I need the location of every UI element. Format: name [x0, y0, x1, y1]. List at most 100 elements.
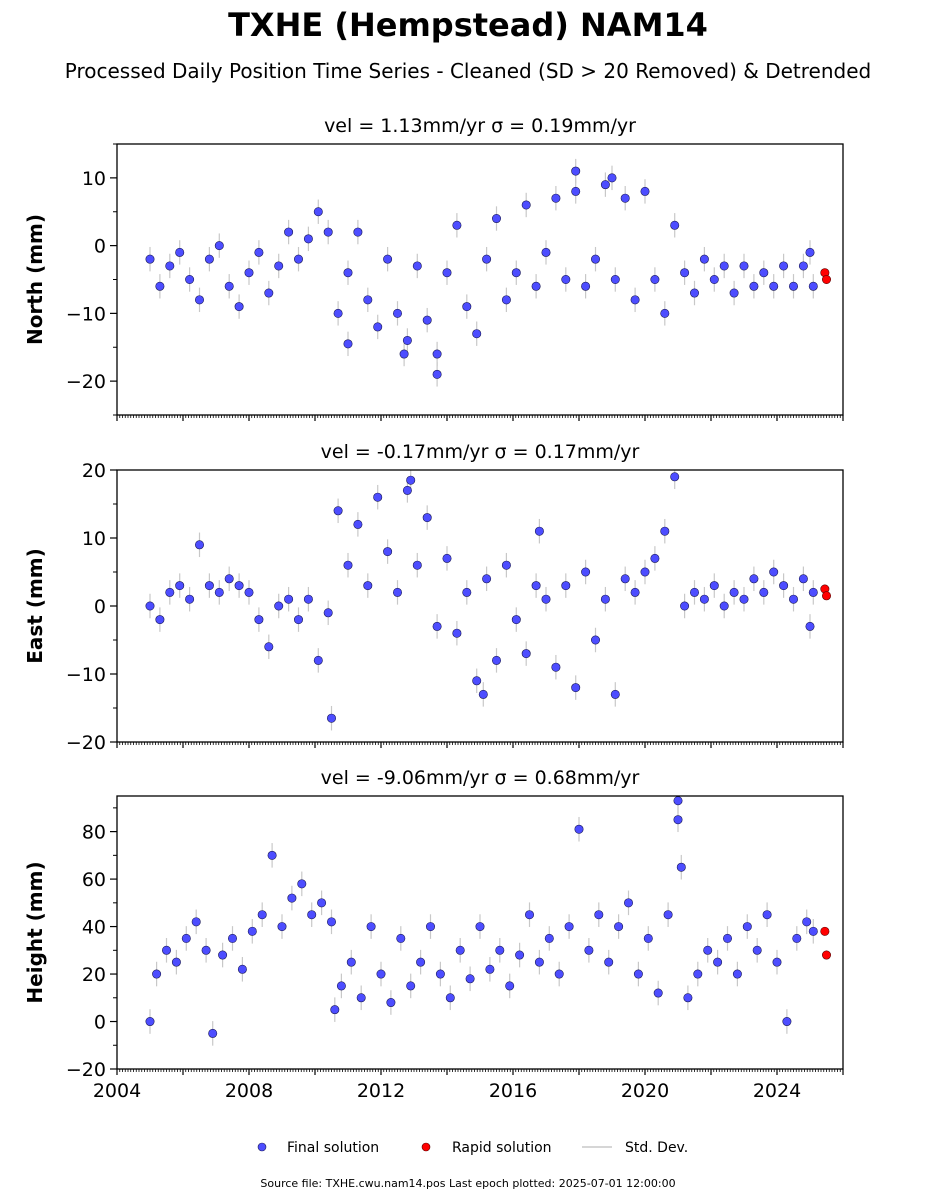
final-point: [396, 933, 406, 943]
y-tick-label: −20: [66, 1059, 106, 1081]
final-point: [392, 587, 402, 597]
final-point: [729, 288, 739, 298]
final-point: [234, 581, 244, 591]
final-point: [416, 957, 426, 967]
final-point: [561, 581, 571, 591]
final-point: [330, 1005, 340, 1015]
final-point: [581, 567, 591, 577]
final-point: [363, 581, 373, 591]
final-point: [224, 574, 234, 584]
final-point: [343, 268, 353, 278]
final-point: [376, 969, 386, 979]
final-point: [366, 922, 376, 932]
data-markers-north: [145, 158, 831, 387]
final-point: [660, 308, 670, 318]
final-point: [191, 917, 201, 927]
final-point: [462, 302, 472, 312]
final-point: [531, 281, 541, 291]
final-point: [452, 220, 462, 230]
final-point: [511, 268, 521, 278]
final-point: [432, 369, 442, 379]
final-point: [759, 587, 769, 597]
final-point: [432, 621, 442, 631]
final-point: [650, 274, 660, 284]
final-point: [465, 974, 475, 984]
final-point: [353, 227, 363, 237]
final-point: [175, 247, 185, 257]
final-point: [511, 615, 521, 625]
final-point: [544, 933, 554, 943]
final-point: [729, 587, 739, 597]
final-point: [145, 601, 155, 611]
final-point: [267, 850, 277, 860]
final-point: [693, 969, 703, 979]
final-point: [719, 601, 729, 611]
final-point: [673, 796, 683, 806]
figure-title: TXHE (Hempstead) NAM14: [228, 6, 708, 44]
final-point: [218, 950, 228, 960]
y-tick-label: 0: [94, 236, 106, 258]
final-point: [485, 964, 495, 974]
final-point: [145, 254, 155, 264]
final-point: [670, 472, 680, 482]
final-point: [307, 910, 317, 920]
final-point: [399, 349, 409, 359]
final-point: [185, 594, 195, 604]
final-point: [534, 526, 544, 536]
y-tick-label: −20: [66, 732, 106, 754]
final-point: [802, 917, 812, 927]
final-point: [162, 945, 172, 955]
final-point: [257, 910, 267, 920]
final-point: [402, 335, 412, 345]
final-point: [521, 200, 531, 210]
final-point: [326, 917, 336, 927]
final-point: [590, 254, 600, 264]
final-point: [181, 933, 191, 943]
final-point: [600, 180, 610, 190]
rapid-point: [821, 950, 831, 960]
x-tick-label: 2016: [489, 1080, 537, 1102]
final-point: [554, 969, 564, 979]
y-tick-label: 80: [82, 822, 106, 844]
final-point: [422, 315, 432, 325]
final-point: [303, 594, 313, 604]
final-point: [732, 969, 742, 979]
final-point: [521, 649, 531, 659]
y-axis-label-east: East (mm): [23, 548, 47, 664]
final-point: [703, 945, 713, 955]
final-point: [254, 247, 264, 257]
final-point: [237, 964, 247, 974]
legend-final-label: Final solution: [287, 1140, 379, 1156]
final-point: [317, 898, 327, 908]
axes-frame-east: [116, 469, 844, 743]
final-point: [670, 220, 680, 230]
final-point: [383, 547, 393, 557]
final-point: [501, 560, 511, 570]
final-point: [445, 993, 455, 1003]
y-tick-label: 10: [82, 168, 106, 190]
final-point: [762, 910, 772, 920]
final-point: [713, 957, 723, 967]
final-point: [630, 587, 640, 597]
final-point: [759, 268, 769, 278]
final-point: [574, 824, 584, 834]
final-point: [435, 969, 445, 979]
y-axis-label-height: Height (mm): [23, 861, 47, 1003]
final-point: [333, 308, 343, 318]
final-point: [676, 862, 686, 872]
final-point: [722, 933, 732, 943]
final-point: [455, 945, 465, 955]
x-tick-label: 2004: [93, 1080, 141, 1102]
y-tick-label: 0: [94, 1012, 106, 1034]
final-point: [643, 933, 653, 943]
final-point: [214, 587, 224, 597]
final-point: [534, 957, 544, 967]
final-point: [699, 594, 709, 604]
final-point: [204, 254, 214, 264]
y-tick-label: −20: [66, 371, 106, 393]
final-point: [561, 274, 571, 284]
final-point: [363, 295, 373, 305]
final-point: [505, 981, 515, 991]
